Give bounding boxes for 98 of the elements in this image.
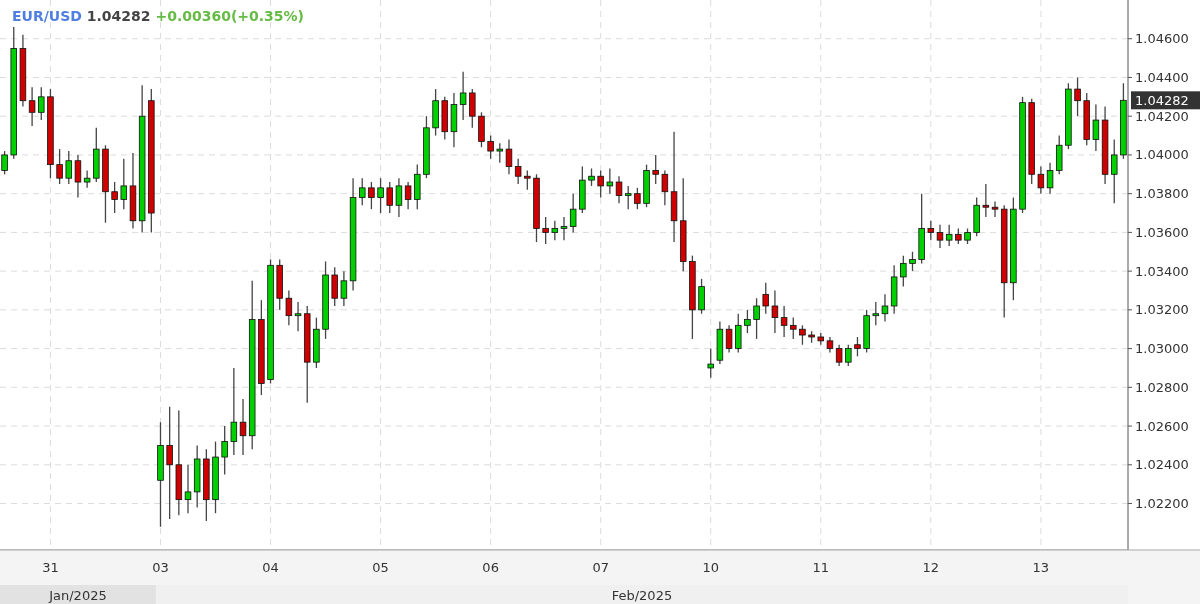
candlestick bbox=[28, 86, 36, 127]
candlestick bbox=[166, 406, 173, 520]
candlestick bbox=[790, 316, 797, 340]
x-tick-label: 13 bbox=[1032, 560, 1050, 575]
candlestick bbox=[340, 270, 348, 307]
y-tick-label: 1.04600 bbox=[1135, 31, 1189, 47]
candlestick bbox=[496, 142, 504, 164]
candlestick bbox=[120, 158, 128, 210]
candlestick bbox=[331, 266, 338, 307]
candlestick bbox=[514, 158, 522, 185]
x-tick-label: 12 bbox=[922, 560, 940, 575]
y-tick-label: 1.04000 bbox=[1135, 147, 1189, 163]
candlestick bbox=[505, 138, 513, 175]
candlestick bbox=[230, 367, 238, 456]
y-tick-label: 1.04400 bbox=[1135, 70, 1189, 86]
candlestick bbox=[936, 224, 944, 249]
candlestick bbox=[615, 175, 623, 204]
candlestick bbox=[753, 297, 760, 340]
candlestick bbox=[487, 134, 494, 160]
y-tick-label: 1.03000 bbox=[1135, 341, 1189, 357]
text: Feb/2025 bbox=[611, 588, 673, 603]
candlestick bbox=[900, 254, 907, 288]
candlestick bbox=[744, 309, 751, 334]
candlestick bbox=[1074, 76, 1081, 117]
candlestick bbox=[569, 193, 577, 234]
text: EUR/USD 1.04282 bbox=[12, 8, 151, 24]
candlestick bbox=[551, 220, 559, 241]
candlestick bbox=[359, 177, 366, 206]
candlestick bbox=[83, 169, 91, 189]
x-tick-label: 10 bbox=[702, 560, 720, 575]
candlestick bbox=[1111, 138, 1118, 204]
text: Jan/2025 bbox=[48, 588, 107, 603]
candlestick bbox=[624, 185, 632, 210]
candlestick bbox=[1046, 162, 1054, 195]
candlestick bbox=[799, 324, 806, 346]
candlestick bbox=[982, 183, 990, 218]
candlestick bbox=[991, 200, 999, 218]
x-tick-label: 11 bbox=[812, 560, 830, 575]
candlestick bbox=[404, 181, 412, 210]
y-tick-label: 1.03800 bbox=[1135, 186, 1189, 202]
candlestick bbox=[652, 154, 659, 185]
candlestick bbox=[285, 289, 293, 326]
candlestick bbox=[735, 313, 742, 354]
candlestick bbox=[634, 187, 641, 210]
candlestick bbox=[542, 216, 549, 245]
candlestick bbox=[1092, 103, 1100, 152]
candlestick bbox=[377, 177, 384, 214]
candlestick bbox=[780, 305, 788, 338]
candlestick bbox=[835, 344, 843, 367]
candlestick bbox=[854, 336, 861, 357]
x-tick-label: 06 bbox=[482, 560, 499, 575]
candlestick bbox=[239, 398, 247, 456]
candlestick bbox=[184, 464, 192, 514]
y-tick-label: 1.02400 bbox=[1135, 457, 1189, 473]
candlestick bbox=[725, 324, 733, 354]
candlestick bbox=[597, 169, 604, 199]
candlestick bbox=[74, 154, 82, 199]
y-tick-label: 1.03400 bbox=[1135, 263, 1189, 279]
x-tick-label: 07 bbox=[592, 560, 609, 575]
candlestick bbox=[469, 88, 476, 129]
candlestick bbox=[56, 148, 63, 185]
y-tick-label: 1.02800 bbox=[1135, 379, 1189, 395]
candlestick bbox=[524, 169, 531, 191]
x-tick-label: 04 bbox=[262, 560, 279, 575]
x-tick-label: 05 bbox=[372, 560, 389, 575]
candlestick bbox=[661, 169, 669, 206]
candlestick bbox=[771, 289, 779, 334]
y-tick-label: 1.04200 bbox=[1135, 108, 1189, 124]
candlestick bbox=[698, 278, 705, 315]
y-tick-label: 1.02200 bbox=[1135, 496, 1189, 512]
candlestick bbox=[1037, 165, 1045, 195]
x-tick-label: 31 bbox=[42, 560, 59, 575]
y-tick-label: 1.03200 bbox=[1135, 302, 1189, 318]
candlestick bbox=[386, 181, 393, 214]
candlestick bbox=[927, 220, 935, 241]
candlestick bbox=[945, 224, 953, 247]
candlestick bbox=[1, 150, 8, 175]
candlestick bbox=[606, 167, 614, 195]
candlestick bbox=[845, 344, 852, 367]
candlestick bbox=[881, 293, 889, 323]
text: +0.00360(+0.35%) bbox=[150, 8, 305, 24]
candlestick bbox=[38, 86, 45, 121]
y-tick-label: 1.03600 bbox=[1135, 224, 1189, 240]
candlestick bbox=[872, 301, 880, 326]
candlestick bbox=[221, 425, 228, 476]
candlestick bbox=[65, 150, 73, 185]
candlestick bbox=[762, 282, 769, 315]
text: 1.04282 bbox=[1135, 92, 1189, 108]
candlestick bbox=[368, 181, 375, 210]
candlestick bbox=[707, 347, 714, 379]
candlestick bbox=[294, 301, 302, 332]
candlestick bbox=[459, 71, 467, 121]
x-tick-label: 03 bbox=[152, 560, 169, 575]
candlestick bbox=[395, 177, 403, 218]
candlestick bbox=[909, 251, 916, 272]
y-tick-label: 1.02600 bbox=[1135, 418, 1189, 434]
candlestick bbox=[111, 181, 118, 214]
candlestick bbox=[560, 216, 568, 241]
